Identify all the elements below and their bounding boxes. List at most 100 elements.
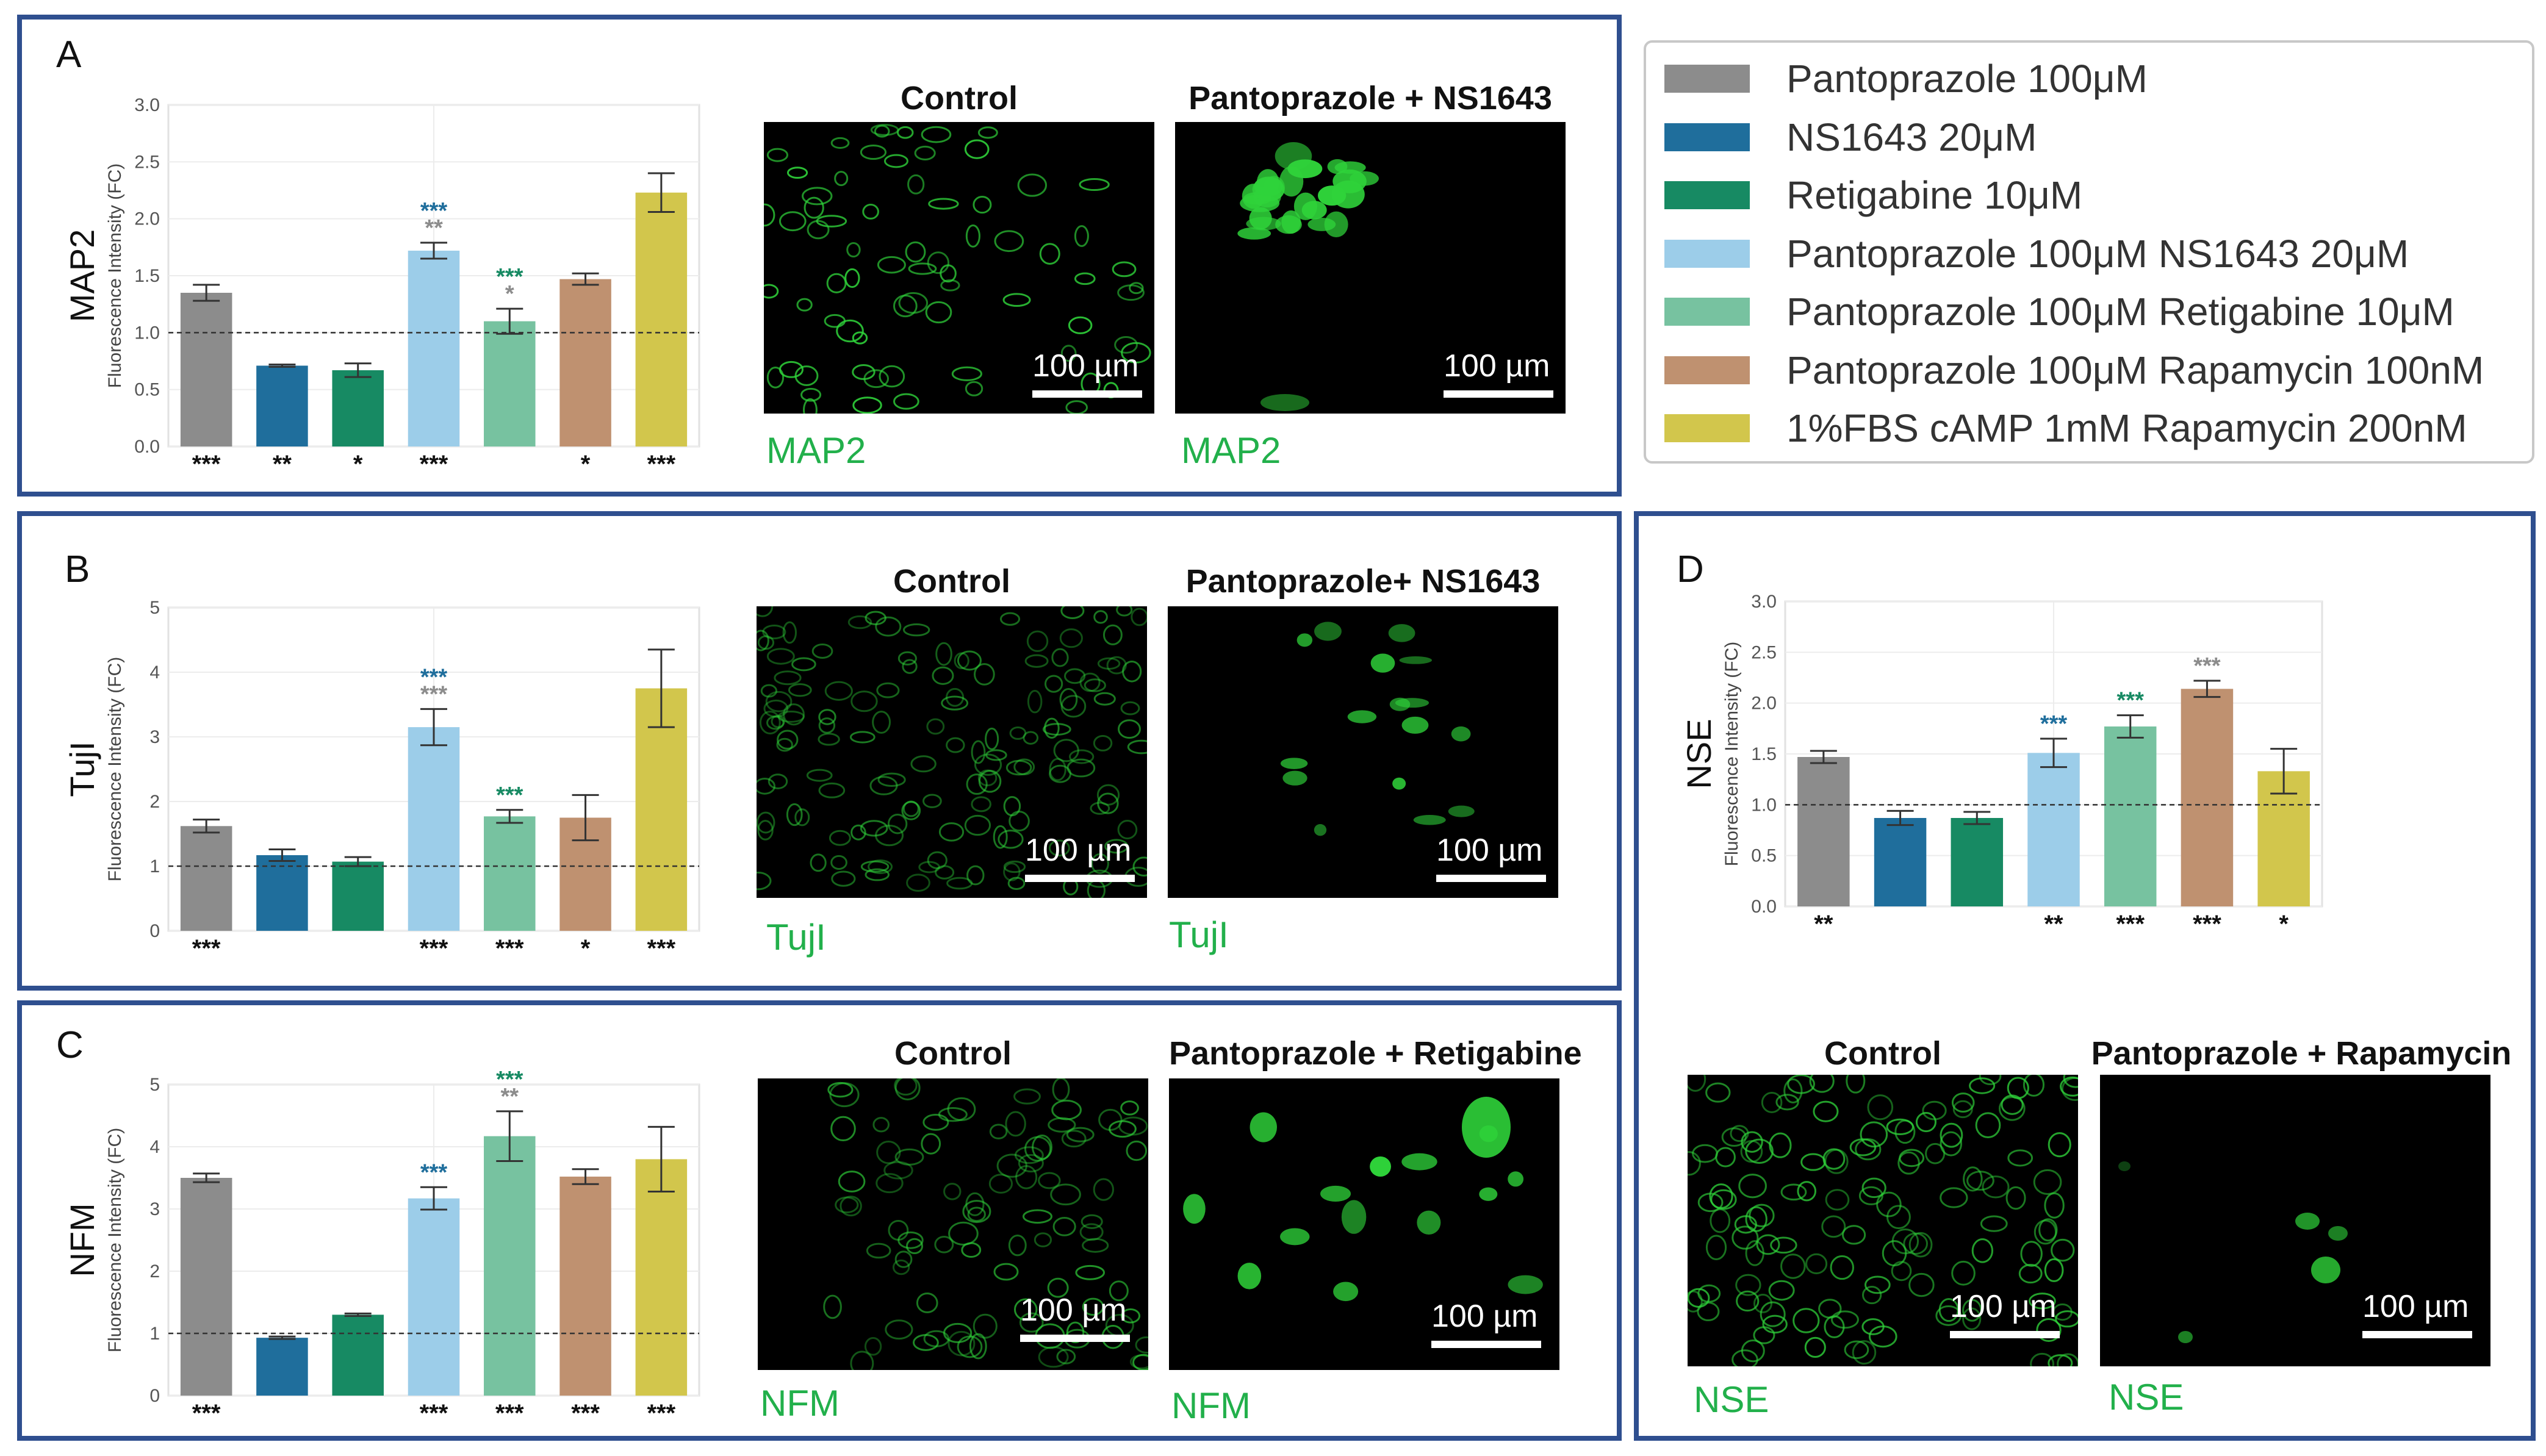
cell-shape (1715, 1147, 1736, 1167)
cell-shape (1830, 1255, 1854, 1280)
cell-shape (1805, 1253, 1828, 1275)
cell-shape (2029, 1293, 2056, 1310)
cell-shape (759, 711, 781, 735)
scale-d-right-bar (2362, 1331, 2472, 1338)
significance-label: * (353, 451, 363, 478)
cell-shape (1852, 1340, 1877, 1365)
cell-shape (1768, 1280, 1795, 1301)
cell-shape (1296, 633, 1313, 647)
y-tick-label: 1.5 (1751, 744, 1777, 764)
y-axis-label: Fluorescence Intensity (FC) (105, 657, 125, 881)
cell-shape (894, 1078, 921, 1100)
cell-shape (766, 367, 785, 389)
cell-shape (897, 1231, 924, 1249)
cell-shape (993, 1263, 1019, 1281)
significance-label: ** (425, 215, 443, 241)
y-tick-label: 5 (149, 1075, 160, 1095)
legend-swatch (1664, 298, 1750, 326)
legend-item: Pantoprazole 100μM Rapamycin 100nM (1664, 348, 2484, 392)
legend-swatch (1664, 65, 1750, 93)
cell-shape (1120, 1100, 1139, 1116)
scale-b-right-bar (1436, 875, 1546, 882)
cell-shape (771, 714, 785, 728)
micro-a-treated-image: 100 µm (1175, 122, 1566, 414)
cell-shape (1003, 796, 1021, 817)
cell-shape (1940, 1187, 1968, 1208)
cell-shape (1769, 1132, 1792, 1158)
micro-c-left-marker: NFM (760, 1383, 840, 1424)
cell-shape (2034, 1219, 2057, 1245)
scale-a-left-bar (1032, 390, 1142, 398)
cell-shape (888, 1219, 909, 1241)
cell-shape (1104, 839, 1129, 854)
cell-shape (1821, 1215, 1846, 1238)
cell-shape (791, 657, 816, 672)
cell-shape (1860, 1121, 1888, 1148)
cell-shape (1005, 759, 1032, 776)
cell-shape (1822, 1148, 1846, 1170)
cell-shape (1745, 1240, 1764, 1266)
cell-shape (1064, 668, 1086, 684)
cell-shape (766, 148, 789, 162)
bar (484, 321, 536, 446)
cell-shape (1049, 764, 1071, 783)
cell-shape (946, 737, 965, 753)
cell-shape (1249, 207, 1272, 230)
cell-shape (1097, 657, 1121, 670)
cell-shape (765, 690, 793, 712)
cell-shape (1710, 1208, 1731, 1233)
cell-shape (1395, 698, 1429, 708)
cell-shape (1022, 1209, 1052, 1224)
cell-shape (1118, 1116, 1148, 1136)
cell-shape (1065, 400, 1088, 414)
micro-b-control-image: 100 µm (757, 606, 1147, 898)
bar (1797, 757, 1850, 906)
cell-shape (1462, 1097, 1511, 1158)
cell-shape (897, 651, 917, 665)
cell-shape (1013, 1088, 1041, 1105)
cell-shape (985, 749, 1007, 761)
cell-shape (1962, 1307, 1982, 1330)
cell-shape (1023, 731, 1039, 745)
cell-shape (1897, 1151, 1920, 1175)
cell-shape (1738, 1174, 1767, 1199)
legend: Pantoprazole 100μM NS1643 20μM Retigabine … (1644, 40, 2534, 464)
cell-shape (2001, 1094, 2024, 1115)
panel-d: D 0.0 0.5 1.0 1.5 2.0 2.5 3.0 Fluorescence Inte… (1634, 511, 2536, 1441)
bar (1951, 818, 2004, 906)
cell-shape (850, 690, 878, 712)
cell-shape (957, 650, 982, 671)
cell-shape (1692, 1144, 1718, 1163)
bar (332, 861, 384, 931)
scale-a-right-text: 100 µm (1444, 348, 1550, 384)
bar (180, 1178, 232, 1396)
cell-shape (1280, 1228, 1310, 1246)
cell-shape (902, 800, 919, 817)
cell-shape (1341, 1200, 1367, 1234)
cell-shape (1841, 1225, 1866, 1245)
cell-shape (974, 753, 1002, 776)
cell-shape (907, 174, 925, 195)
cell-shape (951, 366, 982, 381)
cell-shape (996, 1153, 1027, 1178)
cell-shape (830, 1116, 856, 1142)
cell-shape (1753, 1326, 1775, 1344)
micro-a-treated-cells (1237, 142, 1379, 411)
cell-shape (1122, 661, 1142, 683)
cell-shape (866, 1243, 891, 1259)
cell-shape (850, 824, 866, 841)
cell-shape (2311, 1257, 2340, 1283)
cell-shape (1039, 243, 1060, 265)
legend-item: Pantoprazole 100μM NS1643 20μM (1664, 232, 2409, 276)
cell-shape (913, 1334, 939, 1351)
micro-d-right-marker: NSE (2109, 1377, 2184, 1418)
significance-label: *** (192, 1400, 221, 1427)
cell-shape (1097, 792, 1119, 814)
cell-shape (834, 171, 849, 187)
cell-shape (1451, 726, 1471, 742)
scale-a-left-text: 100 µm (1032, 348, 1139, 384)
micro-c-right-marker: NFM (1171, 1385, 1251, 1426)
cell-shape (1280, 758, 1308, 769)
cell-shape (1780, 1253, 1806, 1279)
cell-shape (1183, 1194, 1206, 1224)
